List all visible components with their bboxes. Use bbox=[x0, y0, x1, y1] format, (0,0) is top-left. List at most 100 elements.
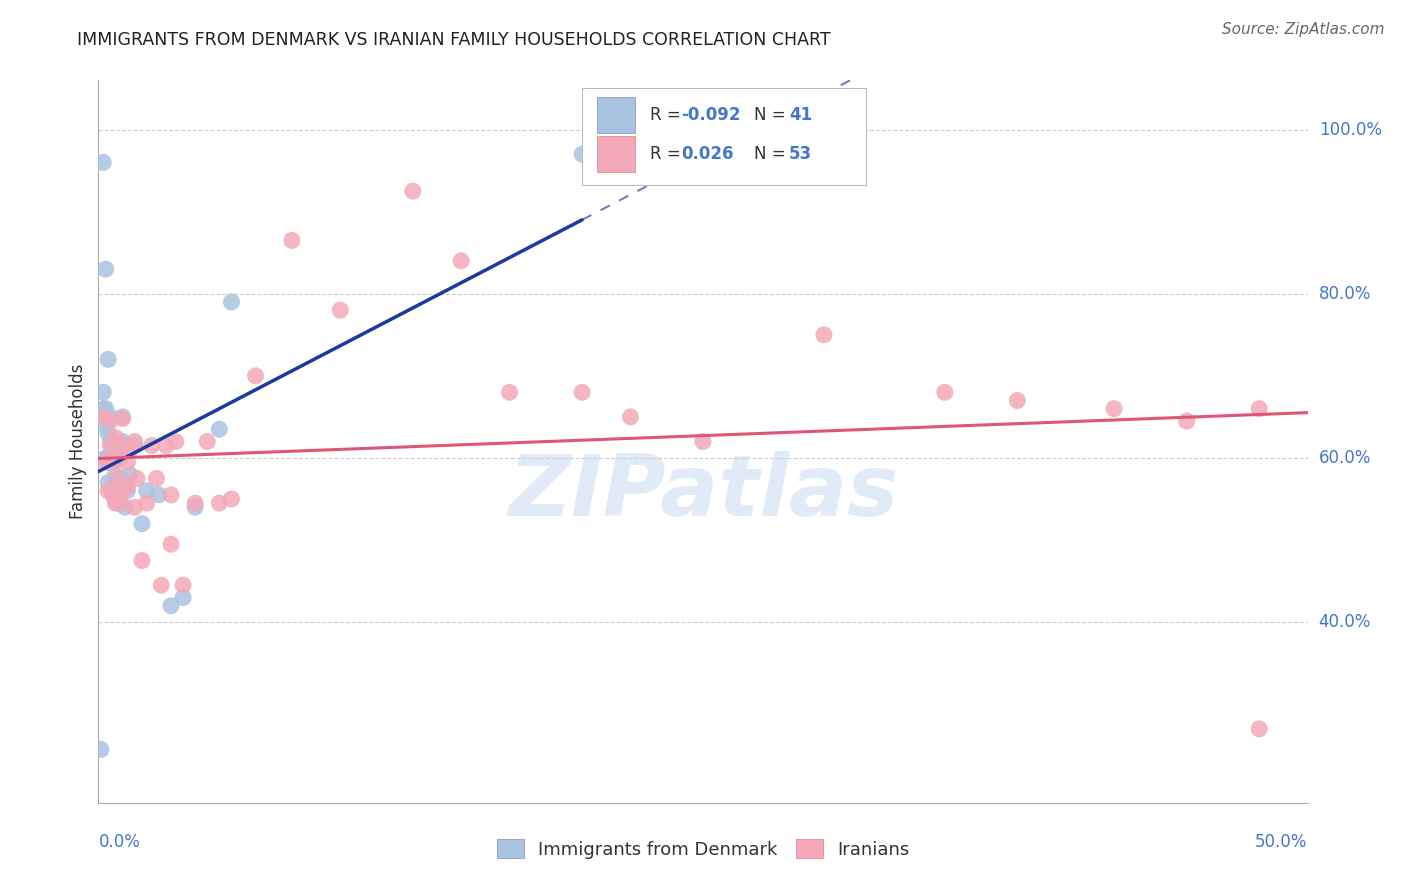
Text: N =: N = bbox=[754, 145, 790, 163]
Point bbox=[692, 434, 714, 449]
Point bbox=[91, 409, 114, 424]
Point bbox=[148, 488, 170, 502]
Point bbox=[91, 385, 114, 400]
Point bbox=[221, 295, 243, 310]
FancyBboxPatch shape bbox=[596, 136, 636, 172]
Point bbox=[131, 516, 153, 531]
Text: R =: R = bbox=[650, 145, 686, 163]
Text: 0.0%: 0.0% bbox=[98, 833, 141, 851]
Point bbox=[1102, 401, 1125, 416]
Point bbox=[101, 488, 124, 502]
Point bbox=[111, 409, 134, 424]
Point bbox=[124, 434, 146, 449]
Point bbox=[117, 480, 139, 494]
Text: Source: ZipAtlas.com: Source: ZipAtlas.com bbox=[1222, 22, 1385, 37]
Point bbox=[107, 452, 129, 467]
Point bbox=[1249, 722, 1271, 736]
Point bbox=[1175, 414, 1198, 428]
Point bbox=[402, 184, 425, 198]
Point bbox=[1007, 393, 1029, 408]
Text: -0.092: -0.092 bbox=[682, 106, 741, 124]
Point bbox=[1249, 401, 1271, 416]
Point bbox=[117, 483, 139, 498]
Point bbox=[131, 553, 153, 567]
Point bbox=[221, 491, 243, 506]
Point bbox=[101, 455, 124, 469]
Point bbox=[619, 409, 641, 424]
Point bbox=[91, 155, 114, 169]
Point bbox=[107, 483, 129, 498]
Point bbox=[100, 450, 122, 465]
Point bbox=[108, 450, 131, 465]
Point bbox=[571, 385, 593, 400]
Point bbox=[97, 475, 120, 490]
Point bbox=[107, 496, 129, 510]
Point bbox=[329, 303, 352, 318]
Point bbox=[108, 488, 131, 502]
Point bbox=[101, 480, 124, 494]
Point bbox=[934, 385, 956, 400]
Point bbox=[124, 500, 146, 515]
Legend: Immigrants from Denmark, Iranians: Immigrants from Denmark, Iranians bbox=[489, 832, 917, 866]
Point bbox=[160, 537, 183, 551]
Point bbox=[97, 483, 120, 498]
FancyBboxPatch shape bbox=[596, 97, 636, 133]
Point bbox=[118, 442, 141, 457]
Point bbox=[160, 599, 183, 613]
Point bbox=[90, 742, 112, 756]
Point bbox=[117, 455, 139, 469]
Point bbox=[281, 233, 304, 247]
Point bbox=[172, 578, 194, 592]
Text: 100.0%: 100.0% bbox=[1319, 120, 1382, 138]
Text: 53: 53 bbox=[789, 145, 813, 163]
Point bbox=[107, 475, 129, 490]
Point bbox=[100, 414, 122, 428]
Point bbox=[104, 450, 127, 465]
Point bbox=[571, 147, 593, 161]
Point bbox=[101, 450, 124, 465]
Point bbox=[111, 411, 134, 425]
Text: 80.0%: 80.0% bbox=[1319, 285, 1371, 302]
Point bbox=[208, 496, 231, 510]
Text: IMMIGRANTS FROM DENMARK VS IRANIAN FAMILY HOUSEHOLDS CORRELATION CHART: IMMIGRANTS FROM DENMARK VS IRANIAN FAMIL… bbox=[77, 31, 831, 49]
Point bbox=[127, 471, 149, 485]
Point bbox=[184, 496, 207, 510]
Point bbox=[450, 253, 472, 268]
Point bbox=[108, 471, 131, 485]
Point bbox=[245, 368, 267, 383]
Point bbox=[94, 401, 117, 416]
Point bbox=[141, 439, 163, 453]
Text: 40.0%: 40.0% bbox=[1319, 613, 1371, 632]
Point bbox=[100, 409, 122, 424]
Point bbox=[165, 434, 187, 449]
Point bbox=[135, 496, 157, 510]
Point bbox=[100, 434, 122, 449]
Point bbox=[208, 422, 231, 436]
Point bbox=[97, 450, 120, 465]
Text: ZIPatlas: ZIPatlas bbox=[508, 450, 898, 533]
Point bbox=[155, 439, 177, 453]
Text: 50.0%: 50.0% bbox=[1256, 833, 1308, 851]
Point bbox=[104, 496, 127, 510]
Text: 60.0%: 60.0% bbox=[1319, 449, 1371, 467]
Point bbox=[111, 434, 134, 449]
Point bbox=[91, 401, 114, 416]
Point bbox=[135, 483, 157, 498]
Point bbox=[145, 471, 167, 485]
Point bbox=[813, 327, 835, 342]
Point bbox=[150, 578, 173, 592]
Point bbox=[108, 496, 131, 510]
Point bbox=[101, 488, 124, 502]
Point bbox=[107, 471, 129, 485]
Point bbox=[104, 467, 127, 482]
Text: 0.026: 0.026 bbox=[682, 145, 734, 163]
Point bbox=[114, 500, 136, 515]
Point bbox=[94, 262, 117, 277]
Text: R =: R = bbox=[650, 106, 686, 124]
Point bbox=[94, 450, 117, 465]
Point bbox=[118, 467, 141, 482]
Point bbox=[114, 480, 136, 494]
Point bbox=[97, 455, 120, 469]
Point bbox=[94, 418, 117, 433]
Y-axis label: Family Households: Family Households bbox=[69, 364, 87, 519]
